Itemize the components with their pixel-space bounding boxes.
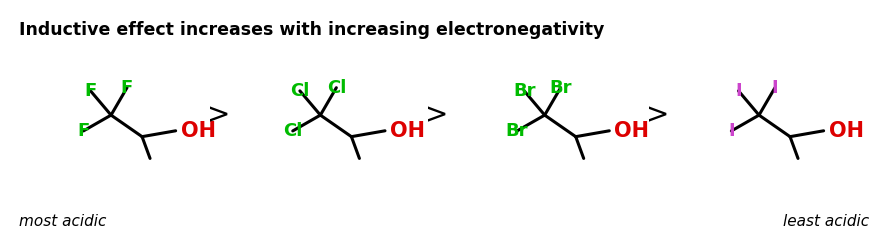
Text: OH: OH [390, 121, 425, 141]
Text: Cl: Cl [327, 79, 346, 97]
Text: >: > [207, 101, 230, 129]
Text: OH: OH [180, 121, 216, 141]
Text: Cl: Cl [283, 122, 303, 140]
Text: Br: Br [550, 79, 572, 97]
Text: F: F [77, 122, 90, 140]
Text: F: F [84, 82, 97, 100]
Text: most acidic: most acidic [20, 214, 107, 229]
Text: I: I [728, 122, 734, 140]
Text: F: F [121, 79, 133, 97]
Text: I: I [772, 79, 778, 97]
Text: least acidic: least acidic [782, 214, 868, 229]
Text: Br: Br [513, 82, 535, 100]
Text: >: > [646, 101, 669, 129]
Text: OH: OH [829, 121, 864, 141]
Text: Cl: Cl [290, 82, 310, 100]
Text: >: > [425, 101, 448, 129]
Text: OH: OH [614, 121, 649, 141]
Text: Inductive effect increases with increasing electronegativity: Inductive effect increases with increasi… [20, 21, 605, 39]
Text: I: I [735, 82, 741, 100]
Text: Br: Br [506, 122, 528, 140]
